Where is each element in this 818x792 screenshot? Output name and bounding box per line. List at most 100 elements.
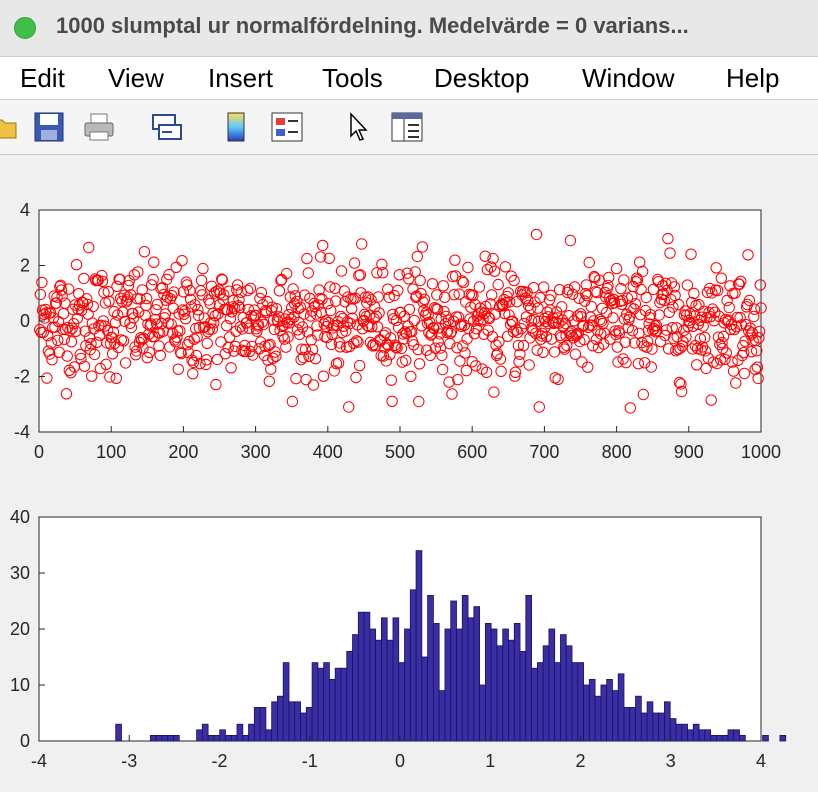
scatter-point [422,308,434,321]
scatter-y-tick-label: 0 [20,311,30,331]
scatter-point [507,326,520,338]
scatter-point [747,334,759,347]
scatter-point [324,281,336,293]
scatter-point [405,370,417,383]
scatter-point [287,283,299,295]
scatter-point [377,267,389,279]
scatter-point [483,311,495,324]
scatter-point [245,310,258,322]
scatter-point [209,310,221,322]
scatter-point [437,280,449,292]
histogram-bar [248,723,255,742]
menu-window[interactable]: Window [582,63,675,93]
menu-desktop[interactable]: Desktop [434,63,530,93]
scatter-point [55,284,68,296]
pointer-icon[interactable] [340,110,374,144]
menu-tools[interactable]: Tools [322,63,383,93]
scatter-point [61,350,73,362]
scatter-point [300,373,312,386]
print-icon[interactable] [82,110,116,144]
scatter-point [335,265,348,277]
scatter-point [504,296,516,308]
scatter-point [165,318,177,330]
scatter-point [412,343,424,356]
histogram-y-tick-label: 20 [10,619,30,639]
scatter-point [640,291,652,304]
scatter-point [94,362,107,375]
scatter-point [192,304,204,316]
scatter-point [456,275,468,287]
toolbar [0,100,818,155]
scatter-plot-area [38,209,762,433]
scatter-point [79,325,91,337]
scatter-point [551,312,564,324]
menu-view[interactable]: View [108,63,164,93]
scatter-point [219,348,232,360]
scatter-point [103,295,115,308]
histogram-bar [155,735,163,742]
scatter-point [578,334,590,346]
scatter-point [86,370,98,382]
scatter-point [610,262,623,275]
scatter-x-tick-label: 500 [385,442,415,462]
property-inspector-icon[interactable] [390,110,424,144]
scatter-point [530,228,543,241]
scatter-axes[interactable]: 0 100 200 300 400 500 600 700 800 900 1000 -4 -2 0 2 4 [14,200,781,462]
scatter-point [413,358,426,370]
histogram-bar [340,667,348,742]
scatter-point [425,329,437,341]
scatter-point [399,326,411,338]
legend-icon[interactable] [270,110,304,144]
menu-help[interactable]: Help [726,63,780,93]
scatter-x-tick-label: 300 [241,442,271,462]
histogram-bar [681,723,688,742]
scatter-point [130,345,143,357]
histogram-bar [513,622,521,742]
scatter-point [457,340,469,352]
window-control-button[interactable] [14,17,36,39]
scatter-point [317,239,329,252]
scatter-point [270,350,282,363]
histogram-bar [357,611,365,742]
scatter-point [116,295,128,308]
scatter-point [666,322,678,334]
scatter-x-tick-label: 1000 [741,442,781,462]
scatter-point [216,274,229,286]
scatter-point [132,266,144,278]
link-plot-icon[interactable] [150,110,184,144]
scatter-point [309,353,322,365]
scatter-point [109,337,121,350]
scatter-point [247,349,259,361]
histogram-bar [583,684,590,742]
menu-insert[interactable]: Insert [208,63,274,93]
scatter-point [499,261,512,273]
histogram-y-tick-label: 0 [20,731,30,751]
scatter-point [100,358,112,371]
scatter-point [215,336,227,348]
scatter-point [373,307,385,319]
scatter-point [269,346,281,358]
open-icon[interactable] [0,110,22,144]
histogram-bar [560,634,567,742]
scatter-point [667,301,679,313]
scatter-point [635,283,647,296]
scatter-point [562,284,574,296]
scatter-point [108,305,120,318]
scatter-point [259,340,271,353]
scatter-point [706,287,718,299]
colorbar-icon[interactable] [219,110,253,144]
scatter-point [125,289,137,301]
histogram-bar [427,594,434,742]
scatter-point [644,309,657,321]
scatter-point [172,363,185,375]
scatter-point [80,340,92,352]
scatter-point [607,312,619,324]
scatter-point [632,358,644,370]
scatter-point [255,286,268,299]
scatter-point [256,316,268,328]
scatter-point [650,319,662,332]
save-icon[interactable] [32,110,66,144]
scatter-point [211,353,224,366]
menu-edit[interactable]: Edit [20,63,65,93]
